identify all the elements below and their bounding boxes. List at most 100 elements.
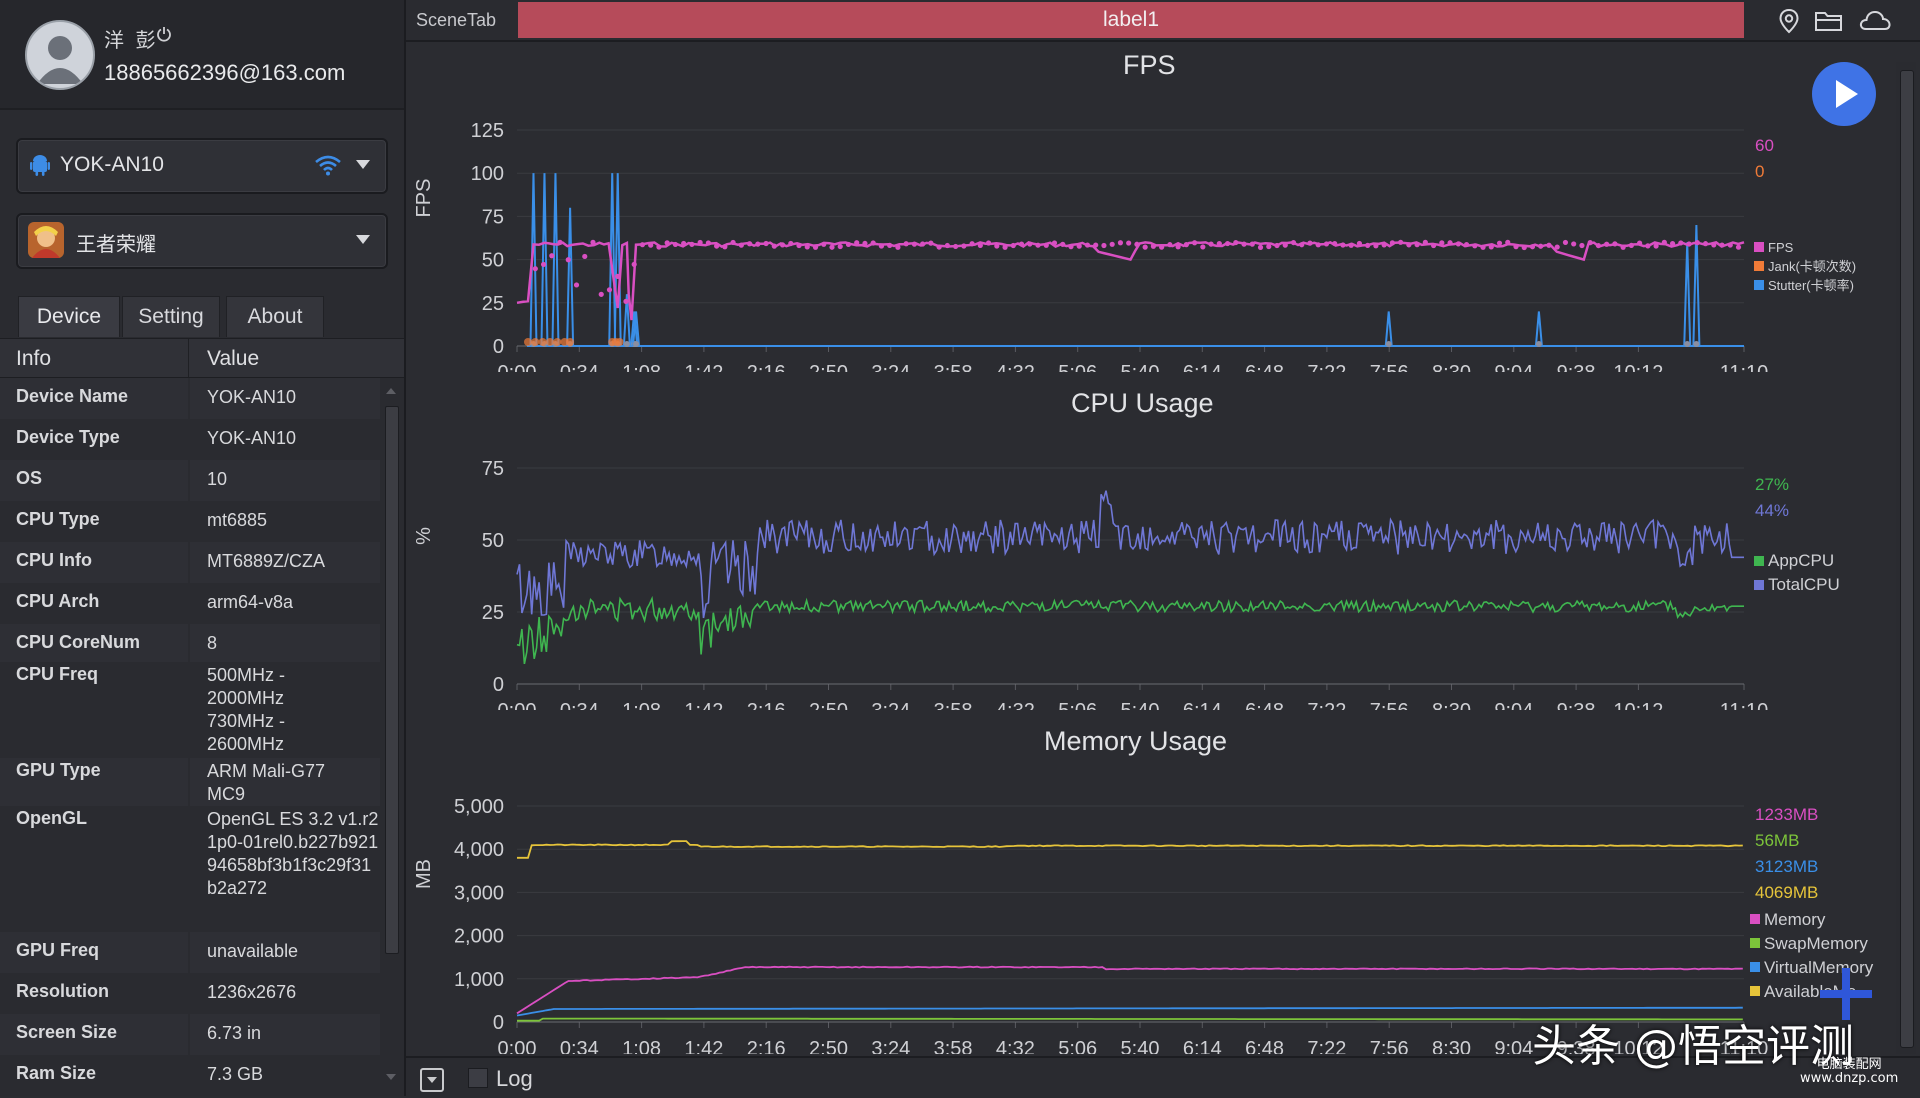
fps-point bbox=[1612, 241, 1618, 247]
stutter-spike bbox=[529, 173, 538, 347]
fps-point bbox=[994, 243, 1000, 249]
add-icon[interactable] bbox=[1818, 966, 1874, 1022]
table-cell bbox=[190, 973, 380, 1014]
fps-point bbox=[1430, 242, 1437, 249]
scene-tab[interactable]: SceneTab bbox=[416, 10, 497, 30]
cpu-x-tick-label: 7:22 bbox=[1307, 700, 1346, 710]
scrollbar-thumb[interactable] bbox=[385, 406, 399, 954]
fps-point bbox=[788, 240, 794, 247]
info-key: OpenGL bbox=[16, 808, 87, 828]
cpu-y-tick-label: 25 bbox=[482, 602, 504, 624]
tab-about[interactable]: About bbox=[226, 296, 324, 337]
jank-point bbox=[523, 338, 532, 346]
fps-x-tick-label: 2:50 bbox=[809, 362, 848, 372]
jank-point bbox=[553, 338, 562, 346]
fps-point bbox=[1060, 241, 1066, 247]
cloud-icon[interactable] bbox=[1858, 8, 1892, 34]
fps-point bbox=[1076, 243, 1082, 249]
table-cell bbox=[190, 1014, 380, 1055]
fps-point bbox=[1126, 240, 1132, 246]
location-pin-icon[interactable] bbox=[1776, 8, 1802, 34]
fps-point bbox=[1101, 242, 1107, 249]
table-cell bbox=[0, 1014, 188, 1055]
table-row: GPU Freq unavailable bbox=[0, 932, 380, 973]
table-cell bbox=[0, 624, 188, 662]
log-label: Log bbox=[496, 1066, 533, 1091]
table-cell bbox=[0, 662, 188, 758]
fps-point bbox=[1093, 242, 1099, 248]
log-expand-button[interactable] bbox=[420, 1068, 444, 1092]
fps-point bbox=[1018, 241, 1025, 247]
play-button[interactable] bbox=[1812, 62, 1876, 126]
cpu-y-tick-label: 0 bbox=[493, 674, 504, 696]
info-key: GPU Freq bbox=[16, 940, 100, 960]
avatar[interactable] bbox=[25, 20, 95, 90]
fps-x-tick-label: 9:04 bbox=[1494, 362, 1533, 372]
table-row: Device Type YOK-AN10 bbox=[0, 419, 380, 460]
chevron-down-icon bbox=[356, 160, 370, 169]
fps-point bbox=[1216, 241, 1222, 247]
fps-point bbox=[903, 241, 909, 247]
folder-icon[interactable] bbox=[1814, 8, 1844, 34]
table-row: CPU Freq 500MHz - 2000MHz 730MHz - 2600MH… bbox=[0, 662, 380, 758]
user-email: 18865662396@163.com bbox=[104, 60, 346, 85]
mem-x-tick-label: 3:58 bbox=[934, 1038, 973, 1054]
fps-point bbox=[779, 242, 786, 248]
chevron-down-icon bbox=[356, 235, 370, 244]
tab-device[interactable]: Device bbox=[18, 296, 120, 337]
fps-x-tick-label: 6:48 bbox=[1245, 362, 1284, 372]
legend-label: FPS bbox=[1768, 240, 1794, 255]
table-row: CPU Arch arm64-v8a bbox=[0, 583, 380, 624]
table-row: GPU Type ARM Mali-G77 MC9 bbox=[0, 758, 380, 806]
power-icon[interactable] bbox=[156, 26, 172, 42]
log-checkbox[interactable] bbox=[468, 1068, 488, 1088]
fps-point bbox=[565, 257, 571, 263]
stutter-spike bbox=[622, 294, 631, 347]
tab-setting[interactable]: Setting bbox=[122, 296, 220, 337]
fps-point bbox=[681, 240, 687, 247]
table-row: CPU CoreNum 8 bbox=[0, 624, 380, 662]
fps-point bbox=[1472, 243, 1478, 249]
app-select[interactable]: 王者荣耀 bbox=[16, 213, 388, 269]
info-value: YOK-AN10 bbox=[207, 387, 297, 407]
column-divider bbox=[188, 339, 189, 377]
fps-point bbox=[1463, 241, 1470, 248]
fps-point bbox=[928, 240, 934, 246]
fps-point bbox=[1348, 242, 1354, 248]
fps-point bbox=[714, 243, 720, 249]
fps-point bbox=[936, 244, 942, 250]
info-value: ARM Mali-G77 MC9 bbox=[207, 761, 326, 804]
info-key: Device Type bbox=[16, 427, 120, 447]
series-current-value: 56MB bbox=[1755, 831, 1799, 850]
fps-point bbox=[1200, 244, 1206, 250]
series-current-value: 4069MB bbox=[1755, 883, 1818, 902]
stutter-point bbox=[1535, 341, 1542, 347]
scene-label-tab[interactable]: label1 bbox=[518, 2, 1744, 38]
fps-point bbox=[837, 243, 843, 250]
legend-swatch bbox=[1754, 280, 1764, 290]
legend-label: Jank(卡顿次数) bbox=[1768, 259, 1856, 274]
fps-x-tick-label: 4:32 bbox=[996, 362, 1035, 372]
fps-x-tick-label: 3:58 bbox=[934, 362, 973, 372]
fps-point bbox=[1678, 240, 1684, 246]
main-scrollbar[interactable] bbox=[1896, 62, 1916, 1054]
device-select[interactable]: YOK-AN10 bbox=[16, 138, 388, 194]
scroll-down-icon[interactable] bbox=[385, 1072, 397, 1082]
info-value: unavailable bbox=[207, 941, 299, 961]
fps-point bbox=[1365, 242, 1371, 248]
fps-point bbox=[1505, 239, 1511, 245]
fps-point bbox=[1735, 244, 1742, 250]
jank-point bbox=[566, 338, 575, 346]
info-scrollbar[interactable] bbox=[382, 382, 400, 1094]
cpu-x-tick-label: 0:00 bbox=[498, 700, 537, 710]
fps-point bbox=[1043, 242, 1049, 248]
scroll-up-icon[interactable] bbox=[385, 386, 397, 396]
fps-point bbox=[829, 244, 835, 250]
info-key: Screen Size bbox=[16, 1022, 118, 1042]
info-value: mt6885 bbox=[207, 510, 268, 530]
scrollbar-thumb[interactable] bbox=[1900, 70, 1914, 1048]
stutter-point bbox=[1693, 341, 1700, 347]
chevron-down-icon bbox=[427, 1077, 437, 1083]
table-cell bbox=[0, 378, 188, 419]
user-name: 洋 彭 bbox=[104, 30, 159, 52]
